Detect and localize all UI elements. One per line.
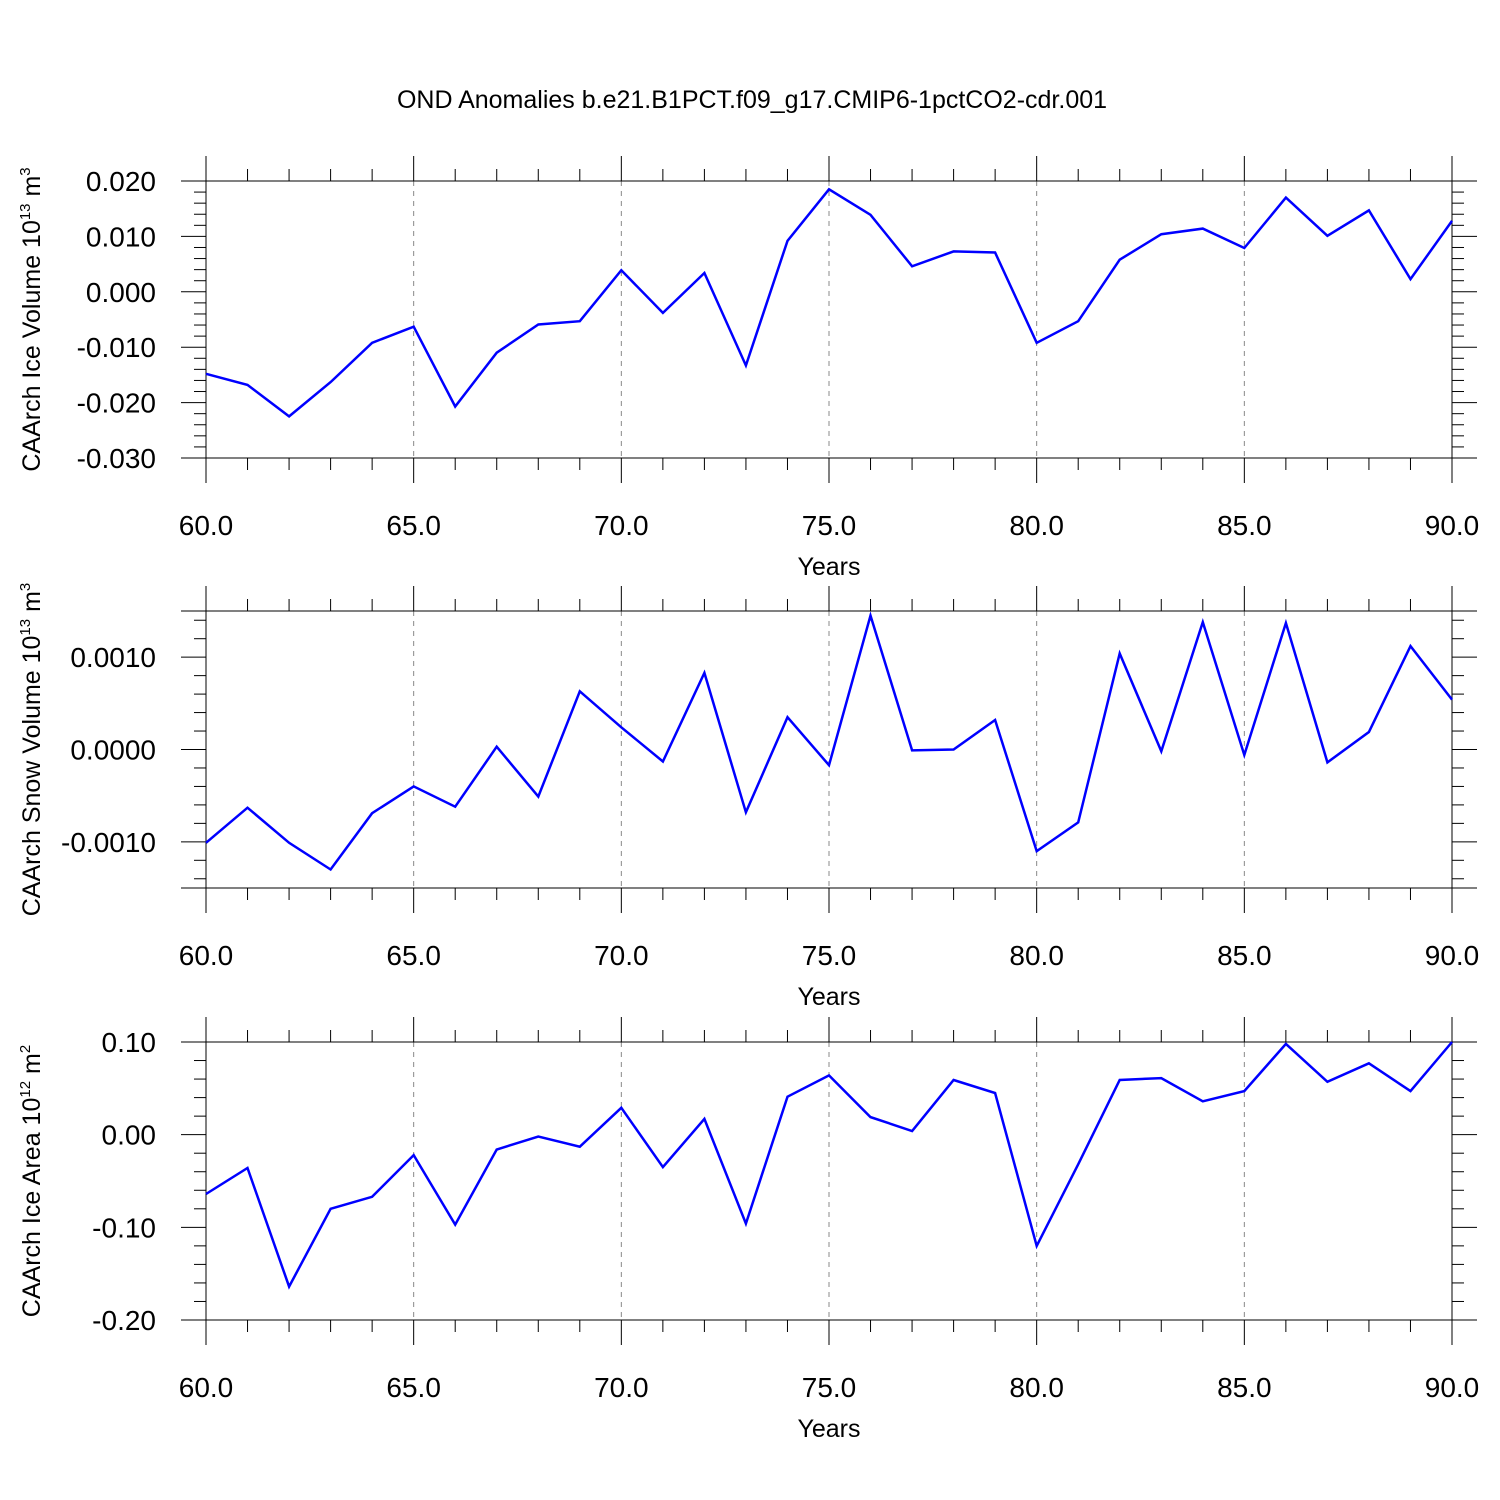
x-axis-label: Years [797, 553, 860, 581]
panels: 60.0 65.0 70.0 75.0 80.0 85.0 90.0 -0.030 -0.020… [17, 156, 1479, 1443]
y-tick-label: 0.0010 [70, 642, 156, 673]
x-tick-label: 60.0 [179, 510, 234, 541]
y-axis-label-unit: m [18, 176, 46, 204]
y-axis-label: CAArch Ice Area 1012 m2 [17, 1045, 46, 1317]
y-tick-label: 0.000 [86, 277, 156, 308]
series-line-snow-volume [205, 611, 1453, 872]
y-axis-label-exponent: 13 [17, 203, 34, 220]
x-tick-label: 80.0 [1009, 940, 1064, 971]
x-tick-label: 90.0 [1425, 940, 1480, 971]
y-axis-label-text: CAArch Ice Area 10 [18, 1098, 46, 1318]
y-axis-label-unit-exponent: 3 [17, 583, 34, 591]
y-axis-label: CAArch Snow Volume 1013 m3 [17, 583, 46, 917]
y-tick-label: -0.20 [92, 1305, 156, 1336]
x-tick-label: 80.0 [1009, 1372, 1064, 1403]
y-axis-label-unit: m [18, 591, 46, 619]
y-tick-label: 0.00 [102, 1120, 157, 1151]
series-line-ice-volume [205, 187, 1454, 418]
x-tick-label: 70.0 [594, 940, 649, 971]
y-tick-label: -0.030 [77, 443, 156, 474]
x-tick-label: 60.0 [179, 940, 234, 971]
x-tick-label: 65.0 [386, 510, 441, 541]
x-axis-label: Years [797, 1415, 860, 1443]
chart-title: OND Anomalies b.e21.B1PCT.f09_g17.CMIP6-… [397, 86, 1107, 114]
panel-ice-area: 60.0 65.0 70.0 75.0 80.0 85.0 90.0 -0.20 -0.10 0.… [17, 1017, 1479, 1443]
x-tick-label: 70.0 [594, 510, 649, 541]
y-axis-label-unit: m [18, 1053, 46, 1081]
y-axis-label-exponent: 12 [17, 1081, 34, 1098]
y-tick-label: -0.020 [77, 388, 156, 419]
x-tick-label: 85.0 [1217, 1372, 1272, 1403]
x-tick-label: 75.0 [802, 1372, 857, 1403]
panel-ice-volume: 60.0 65.0 70.0 75.0 80.0 85.0 90.0 -0.030 -0.020… [17, 156, 1479, 581]
y-tick-label: 0.0000 [70, 735, 156, 766]
x-axis-label: Years [797, 983, 860, 1011]
x-tick-label: 65.0 [386, 940, 441, 971]
y-axis-label-text: CAArch Snow Volume 10 [18, 636, 46, 917]
y-tick-label: -0.010 [77, 332, 156, 363]
x-tick-label: 80.0 [1009, 510, 1064, 541]
x-tick-label: 85.0 [1217, 940, 1272, 971]
x-tick-label: 65.0 [386, 1372, 441, 1403]
y-axis-label-text: CAArch Ice Volume 10 [18, 220, 46, 472]
y-tick-label: 0.010 [86, 221, 156, 252]
y-tick-label: 0.10 [102, 1027, 157, 1058]
y-tick-label: 0.020 [86, 166, 156, 197]
x-tick-label: 75.0 [802, 940, 857, 971]
x-tick-label: 85.0 [1217, 510, 1272, 541]
x-tick-label: 90.0 [1425, 510, 1480, 541]
y-axis-label-unit-exponent: 2 [17, 1045, 34, 1053]
y-tick-label: -0.0010 [61, 827, 156, 858]
y-tick-label: -0.10 [92, 1212, 156, 1243]
x-tick-label: 75.0 [802, 510, 857, 541]
panel-snow-volume: 60.0 65.0 70.0 75.0 80.0 85.0 90.0 -0.0010 0.000… [17, 583, 1479, 1011]
y-axis-label: CAArch Ice Volume 1013 m3 [17, 167, 46, 471]
y-axis-label-exponent: 13 [17, 619, 34, 636]
x-tick-label: 60.0 [179, 1372, 234, 1403]
x-tick-label: 90.0 [1425, 1372, 1480, 1403]
x-tick-label: 70.0 [594, 1372, 649, 1403]
series-line-ice-area [205, 1041, 1453, 1290]
y-axis-label-unit-exponent: 3 [17, 167, 34, 175]
